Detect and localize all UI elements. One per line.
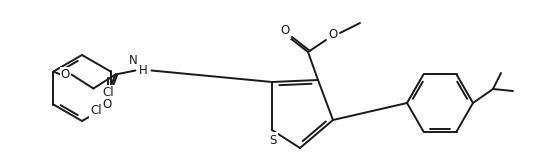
Text: O: O (328, 29, 338, 42)
Text: S: S (269, 133, 276, 147)
Text: H: H (139, 64, 148, 77)
Text: Cl: Cl (103, 86, 114, 99)
Text: O: O (61, 68, 70, 81)
Text: Cl: Cl (90, 104, 102, 117)
Text: N: N (129, 54, 138, 67)
Text: O: O (103, 98, 112, 111)
Text: O: O (280, 24, 289, 37)
